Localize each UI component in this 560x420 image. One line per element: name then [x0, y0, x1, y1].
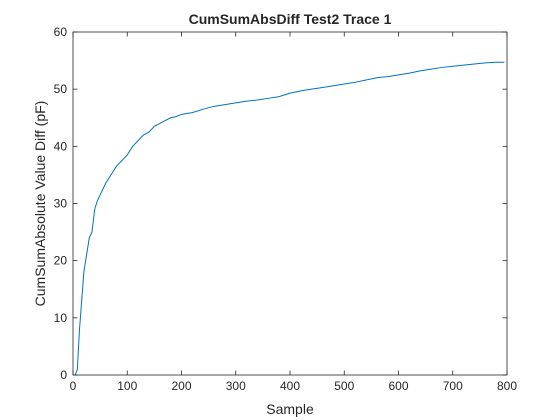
- x-tick-label: 600: [388, 379, 408, 393]
- y-tick-label: 50: [54, 82, 68, 96]
- y-tick-label: 30: [54, 197, 68, 211]
- x-tick-label: 700: [443, 379, 463, 393]
- y-tick-label: 0: [60, 368, 67, 382]
- y-tick-labels: 0 10 20 30 40 50 60: [54, 25, 68, 382]
- x-tick-labels: 0 100 200 300 400 500 600 700 800: [70, 379, 518, 393]
- y-tick-label: 60: [54, 25, 68, 39]
- x-tick-label: 100: [117, 379, 137, 393]
- x-tick-label: 0: [70, 379, 77, 393]
- x-tick-label: 400: [280, 379, 300, 393]
- x-axis-label: Sample: [266, 401, 314, 417]
- x-tick-label: 200: [171, 379, 191, 393]
- y-tick-label: 40: [54, 139, 68, 153]
- series-line: [73, 61, 505, 376]
- y-tick-label: 10: [54, 311, 68, 325]
- plot-area: [73, 32, 507, 375]
- x-tick-label: 300: [226, 379, 246, 393]
- chart-title: CumSumAbsDiff Test2 Trace 1: [189, 11, 392, 27]
- x-tick-label: 500: [334, 379, 354, 393]
- y-axis-label: CumSumAbsolute Value Diff (pF): [32, 101, 48, 307]
- y-tick-label: 20: [54, 254, 68, 268]
- x-tick-label: 800: [497, 379, 517, 393]
- plot-frame: [72, 31, 508, 376]
